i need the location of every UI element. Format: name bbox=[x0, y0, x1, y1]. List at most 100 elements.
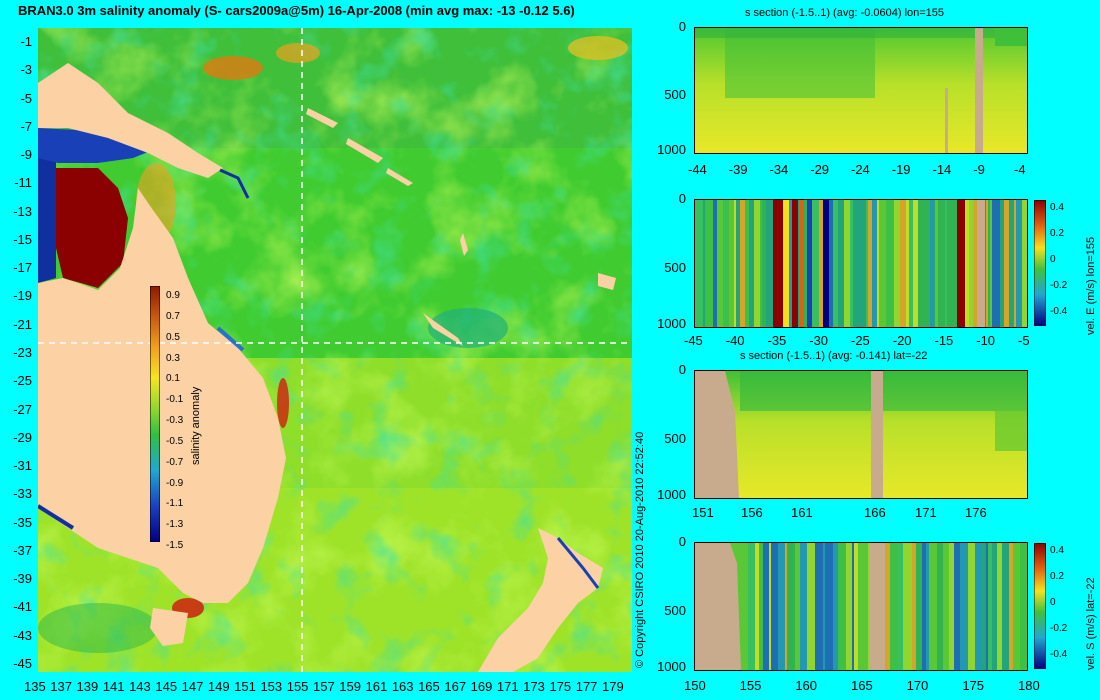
tick-label: 0.5 bbox=[166, 331, 180, 343]
tick-label: 150 bbox=[684, 678, 706, 693]
panel2-x-ticks: -45 -40 -35 -30 -25 -20 -15 -10 -5 bbox=[684, 333, 1036, 349]
panel3-heatmap bbox=[695, 371, 1027, 498]
tick-label: -3 bbox=[20, 62, 32, 78]
panel2-section bbox=[694, 199, 1028, 328]
panel4-heatmap bbox=[695, 543, 1027, 670]
panel3-section bbox=[694, 370, 1028, 499]
tick-label: 160 bbox=[795, 678, 818, 693]
tick-label: -0.4 bbox=[1050, 306, 1068, 317]
tick-label: -31 bbox=[13, 458, 32, 474]
tick-label: -0.9 bbox=[166, 477, 184, 489]
tick-label: 143 bbox=[129, 679, 151, 694]
tick-label: -9 bbox=[20, 147, 32, 163]
tick-label: -35 bbox=[13, 514, 32, 530]
tick-label: 151 bbox=[692, 505, 714, 520]
panel4-x-ticks: 150 155 160 165 170 175 180 bbox=[684, 678, 1040, 694]
tick-label: 155 bbox=[286, 679, 309, 694]
tick-label: 179 bbox=[602, 679, 624, 694]
tick-label: 1000 bbox=[657, 142, 686, 157]
salinity-map bbox=[38, 28, 632, 672]
vel-s-colorbar-label: vel. S (m/s) lat=-22 bbox=[1085, 577, 1097, 670]
tick-label: -45 bbox=[684, 333, 703, 348]
tick-label: 1000 bbox=[657, 316, 686, 331]
vel-e-colorbar bbox=[1034, 200, 1046, 326]
tick-label: 175 bbox=[962, 678, 985, 693]
tick-label: 141 bbox=[102, 679, 125, 694]
salinity-colorbar-label: salinity anomaly bbox=[190, 386, 202, 465]
panel4-y-ticks: 0 500 1000 bbox=[640, 534, 690, 674]
tick-label: -39 bbox=[728, 162, 748, 177]
vel-s-colorbar-ticks: 0.4 0.2 0 -0.2 -0.4 bbox=[1048, 543, 1078, 669]
tick-label: 171 bbox=[496, 679, 519, 694]
tick-label: -9 bbox=[973, 162, 985, 177]
tick-label: -15 bbox=[934, 333, 954, 348]
tick-label: 161 bbox=[791, 505, 813, 520]
tick-label: -0.4 bbox=[1050, 649, 1068, 660]
tick-label: -30 bbox=[809, 333, 829, 348]
tick-label: -21 bbox=[13, 316, 32, 332]
tick-label: 170 bbox=[906, 678, 929, 693]
lat-tick-labels: -1 -3 -5 -7 -9 -11 -13 -15 -17 -19 -21 -23 -25 -27 -29… bbox=[0, 28, 36, 672]
tick-label: -24 bbox=[851, 162, 870, 177]
tick-label: -5 bbox=[1018, 333, 1030, 348]
tick-label: -11 bbox=[14, 175, 32, 191]
tick-label: 137 bbox=[50, 679, 72, 694]
tick-label: -1.3 bbox=[166, 519, 184, 531]
tick-label: -7 bbox=[20, 118, 32, 134]
tick-label: -15 bbox=[13, 231, 32, 247]
tick-label: 175 bbox=[549, 679, 572, 694]
panel1-x-ticks: -44 -39 -34 -29 -24 -19 -14 -9 -4 bbox=[688, 162, 1028, 178]
tick-label: 1000 bbox=[657, 659, 686, 674]
tick-label: -19 bbox=[13, 288, 32, 304]
tick-label: -1.1 bbox=[166, 498, 184, 510]
tick-label: -0.7 bbox=[166, 456, 184, 468]
tick-label: 0 bbox=[1050, 597, 1056, 608]
tick-label: -43 bbox=[13, 627, 32, 643]
tick-label: -20 bbox=[892, 333, 912, 348]
tick-label: 500 bbox=[664, 602, 686, 618]
tick-label: -44 bbox=[688, 162, 707, 177]
panel3-y-ticks: 0 500 1000 bbox=[640, 362, 690, 502]
tick-label: -13 bbox=[13, 203, 32, 219]
panel2-y-ticks: 0 500 1000 bbox=[640, 191, 690, 331]
tick-label: 135 bbox=[24, 679, 46, 694]
tick-label: -25 bbox=[13, 373, 32, 389]
tick-label: 1000 bbox=[657, 487, 686, 502]
tick-label: 0.4 bbox=[1050, 545, 1064, 556]
panel1-subtitle: s section (-1.5..1) (avg: -0.0604) lon=1… bbox=[745, 7, 945, 19]
tick-label: 139 bbox=[76, 679, 99, 694]
tick-label: 145 bbox=[155, 679, 178, 694]
tick-label: -19 bbox=[891, 162, 911, 177]
tick-label: 166 bbox=[864, 505, 886, 520]
tick-label: -25 bbox=[851, 333, 870, 348]
tick-label: 0 bbox=[678, 534, 686, 549]
panel2-heatmap bbox=[695, 200, 1027, 327]
tick-label: -14 bbox=[932, 162, 952, 177]
tick-label: -10 bbox=[976, 333, 996, 348]
tick-label: 163 bbox=[391, 679, 414, 694]
tick-label: 0.9 bbox=[166, 290, 180, 301]
tick-label: 0.2 bbox=[1050, 228, 1064, 239]
tick-label: -5 bbox=[20, 90, 32, 106]
main-map-title: BRAN3.0 3m salinity anomaly (S- cars2009… bbox=[18, 3, 575, 18]
tick-label: 149 bbox=[207, 679, 230, 694]
tick-label: 0.4 bbox=[1050, 202, 1064, 213]
tick-label: -34 bbox=[769, 162, 789, 177]
tick-label: 169 bbox=[470, 679, 493, 694]
tick-label: -0.5 bbox=[166, 435, 184, 447]
lon-tick-labels: 135 137 139 141 143 145 147 149 151 153 155 157 159 1… bbox=[24, 679, 632, 697]
tick-label: -1 bbox=[20, 34, 32, 49]
tick-label: -45 bbox=[13, 656, 32, 671]
tick-label: 0 bbox=[678, 19, 686, 34]
salinity-colorbar-ticks: 0.9 0.7 0.5 0.3 0.1 -0.1 -0.3 -0.5 -0.7 -0.9 -1.1 -… bbox=[164, 286, 194, 551]
tick-label: -40 bbox=[725, 333, 745, 348]
tick-label: 151 bbox=[234, 679, 256, 694]
tick-label: 156 bbox=[741, 505, 763, 520]
tick-label: 177 bbox=[575, 679, 598, 694]
tick-label: 176 bbox=[965, 505, 987, 520]
tick-label: -27 bbox=[13, 401, 32, 417]
vel-e-colorbar-label: vel. E (m/s) lon=155 bbox=[1085, 236, 1097, 335]
salinity-map-svg bbox=[38, 28, 632, 672]
salinity-colorbar bbox=[150, 286, 160, 542]
tick-label: 165 bbox=[851, 678, 873, 693]
